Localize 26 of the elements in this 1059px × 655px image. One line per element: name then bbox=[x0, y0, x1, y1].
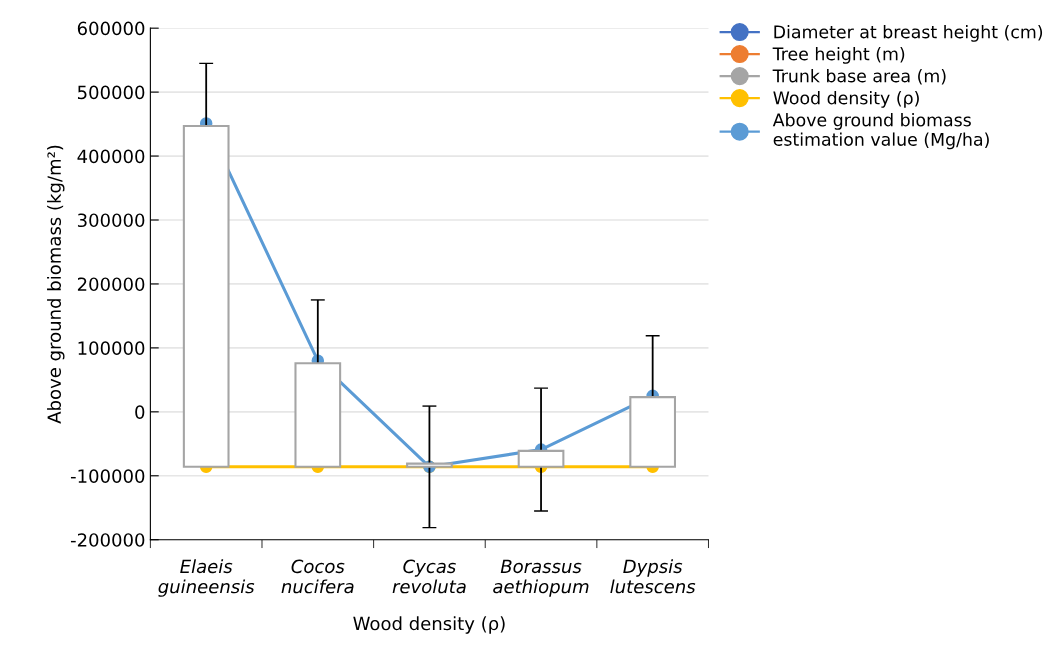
y-tick-label: 500000 bbox=[77, 85, 145, 100]
x-tick-label: Borassus aethiopum bbox=[493, 559, 589, 597]
bar bbox=[182, 124, 230, 468]
x-tick-label: Cocos nucifera bbox=[281, 559, 354, 594]
bar bbox=[406, 462, 453, 468]
y-tick-label: -200000 bbox=[70, 533, 145, 547]
legend-label: Wood density (ρ) bbox=[773, 91, 919, 108]
y-tick-label: -100000 bbox=[70, 469, 145, 483]
x-tick-label: Dypsis lutescens bbox=[610, 559, 696, 594]
legend-label: Tree height (m) bbox=[772, 46, 905, 64]
legend-label: Trunk base area (m) bbox=[772, 68, 946, 85]
y-tick-label: 200000 bbox=[77, 277, 145, 292]
bar bbox=[629, 396, 677, 468]
y-tick-label: 400000 bbox=[77, 149, 145, 164]
x-tick-label: Cycas revoluta bbox=[392, 559, 466, 594]
y-tick-label: 600000 bbox=[77, 21, 145, 36]
y-axis-title: Above ground biomass (kg/m²) bbox=[47, 145, 65, 424]
y-tick-label: 300000 bbox=[77, 213, 145, 228]
bar bbox=[517, 449, 565, 468]
y-tick-label: 0 bbox=[135, 405, 145, 419]
x-axis-title: Wood density (ρ) bbox=[353, 616, 505, 634]
x-tick-label: Elaeis guineensis bbox=[158, 559, 255, 597]
legend-label: Above ground biomass estimation value (Mg/ha) bbox=[772, 113, 989, 150]
y-tick-label: 100000 bbox=[78, 341, 145, 355]
legend-label: Diameter at breast height (cm) bbox=[774, 24, 1043, 42]
bar bbox=[294, 362, 342, 468]
